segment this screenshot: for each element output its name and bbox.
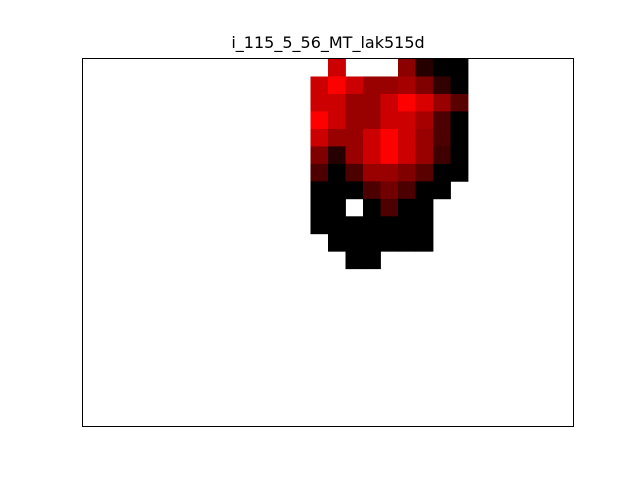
heatmap-cell-r3-c13 bbox=[310, 111, 329, 130]
heatmap-cell-r10-c17 bbox=[380, 233, 399, 252]
heatmap-cell-r2-c16 bbox=[363, 93, 381, 112]
heatmap-cell-r7-c15 bbox=[345, 181, 364, 200]
heatmap-cell-r8-c18 bbox=[398, 198, 416, 217]
heatmap-cell-r5-c18 bbox=[398, 146, 416, 165]
heatmap-cell-r1-c16 bbox=[363, 76, 381, 95]
heatmap-cell-r7-c17 bbox=[380, 181, 399, 200]
heatmap-cell-r7-c19 bbox=[415, 181, 434, 200]
heatmap-cell-r9-c19 bbox=[415, 216, 434, 235]
heatmap-cell-r1-c18 bbox=[398, 76, 416, 95]
heatmap-cell-r5-c16 bbox=[363, 146, 381, 165]
heatmap-cell-r5-c13 bbox=[310, 146, 329, 165]
heatmap-cell-r9-c16 bbox=[363, 216, 381, 235]
heatmap-cell-r5-c14 bbox=[328, 146, 346, 165]
heatmap-cell-r6-c21 bbox=[450, 163, 469, 182]
heatmap bbox=[310, 59, 469, 270]
heatmap-cell-r9-c15 bbox=[345, 216, 364, 235]
heatmap-cell-r0-c18 bbox=[398, 59, 416, 77]
heatmap-cell-r0-c14 bbox=[328, 59, 346, 77]
heatmap-cell-r10-c14 bbox=[328, 233, 346, 252]
heatmap-cell-r10-c18 bbox=[398, 233, 416, 252]
heatmap-cell-r1-c21 bbox=[450, 76, 469, 95]
heatmap-cell-r8-c13 bbox=[310, 198, 329, 217]
heatmap-cell-r8-c16 bbox=[363, 198, 381, 217]
heatmap-cell-r3-c21 bbox=[450, 111, 469, 130]
heatmap-cell-r4-c19 bbox=[415, 128, 434, 147]
heatmap-cell-r3-c18 bbox=[398, 111, 416, 130]
heatmap-cell-r9-c13 bbox=[310, 216, 329, 235]
heatmap-cell-r0-c20 bbox=[433, 59, 451, 77]
heatmap-cell-r0-c19 bbox=[415, 59, 434, 77]
heatmap-cell-r7-c18 bbox=[398, 181, 416, 200]
heatmap-cell-r8-c19 bbox=[415, 198, 434, 217]
heatmap-cell-r7-c13 bbox=[310, 181, 329, 200]
heatmap-cell-r1-c20 bbox=[433, 76, 451, 95]
heatmap-cell-r6-c16 bbox=[363, 163, 381, 182]
heatmap-cell-r6-c13 bbox=[310, 163, 329, 182]
heatmap-cell-r10-c19 bbox=[415, 233, 434, 252]
heatmap-cell-r4-c13 bbox=[310, 128, 329, 147]
heatmap-cell-r8-c14 bbox=[328, 198, 346, 217]
heatmap-cell-r7-c16 bbox=[363, 181, 381, 200]
heatmap-cell-r7-c20 bbox=[433, 181, 451, 200]
heatmap-cell-r9-c18 bbox=[398, 216, 416, 235]
heatmap-cell-r6-c19 bbox=[415, 163, 434, 182]
heatmap-cell-r5-c20 bbox=[433, 146, 451, 165]
heatmap-cell-r1-c15 bbox=[345, 76, 364, 95]
heatmap-cell-r4-c15 bbox=[345, 128, 364, 147]
heatmap-cell-r9-c14 bbox=[328, 216, 346, 235]
heatmap-cell-r11-c16 bbox=[363, 251, 381, 270]
heatmap-cell-r0-c21 bbox=[450, 59, 469, 77]
heatmap-cell-r1-c14 bbox=[328, 76, 346, 95]
heatmap-cell-r2-c21 bbox=[450, 93, 469, 112]
heatmap-cell-r5-c21 bbox=[450, 146, 469, 165]
heatmap-cell-r2-c19 bbox=[415, 93, 434, 112]
heatmap-cell-r10-c16 bbox=[363, 233, 381, 252]
heatmap-cell-r2-c20 bbox=[433, 93, 451, 112]
heatmap-cell-r7-c14 bbox=[328, 181, 346, 200]
heatmap-cell-r1-c13 bbox=[310, 76, 329, 95]
heatmap-cell-r4-c14 bbox=[328, 128, 346, 147]
heatmap-cell-r2-c15 bbox=[345, 93, 364, 112]
heatmap-cell-r4-c18 bbox=[398, 128, 416, 147]
heatmap-cell-r11-c15 bbox=[345, 251, 364, 270]
heatmap-cell-r3-c16 bbox=[363, 111, 381, 130]
heatmap-cell-r5-c17 bbox=[380, 146, 399, 165]
heatmap-cell-r6-c17 bbox=[380, 163, 399, 182]
heatmap-cell-r6-c14 bbox=[328, 163, 346, 182]
heatmap-cell-r6-c20 bbox=[433, 163, 451, 182]
heatmap-cell-r9-c17 bbox=[380, 216, 399, 235]
heatmap-cell-r6-c18 bbox=[398, 163, 416, 182]
heatmap-cell-r1-c17 bbox=[380, 76, 399, 95]
heatmap-cell-r5-c19 bbox=[415, 146, 434, 165]
chart-title: i_115_5_56_MT_lak515d bbox=[231, 33, 425, 52]
heatmap-cell-r8-c17 bbox=[380, 198, 399, 217]
heatmap-cell-r2-c13 bbox=[310, 93, 329, 112]
heatmap-cell-r6-c15 bbox=[345, 163, 364, 182]
heatmap-cell-r4-c21 bbox=[450, 128, 469, 147]
heatmap-cell-r4-c17 bbox=[380, 128, 399, 147]
heatmap-cell-r3-c15 bbox=[345, 111, 364, 130]
heatmap-cell-r10-c15 bbox=[345, 233, 364, 252]
heatmap-cell-r4-c20 bbox=[433, 128, 451, 147]
heatmap-cell-r3-c17 bbox=[380, 111, 399, 130]
heatmap-cell-r1-c19 bbox=[415, 76, 434, 95]
heatmap-cell-r2-c17 bbox=[380, 93, 399, 112]
heatmap-cell-r3-c19 bbox=[415, 111, 434, 130]
heatmap-cell-r2-c18 bbox=[398, 93, 416, 112]
heatmap-cell-r3-c14 bbox=[328, 111, 346, 130]
heatmap-cell-r2-c14 bbox=[328, 93, 346, 112]
heatmap-cell-r3-c20 bbox=[433, 111, 451, 130]
heatmap-cell-r4-c16 bbox=[363, 128, 381, 147]
heatmap-cell-r5-c15 bbox=[345, 146, 364, 165]
plot-area bbox=[82, 58, 574, 427]
